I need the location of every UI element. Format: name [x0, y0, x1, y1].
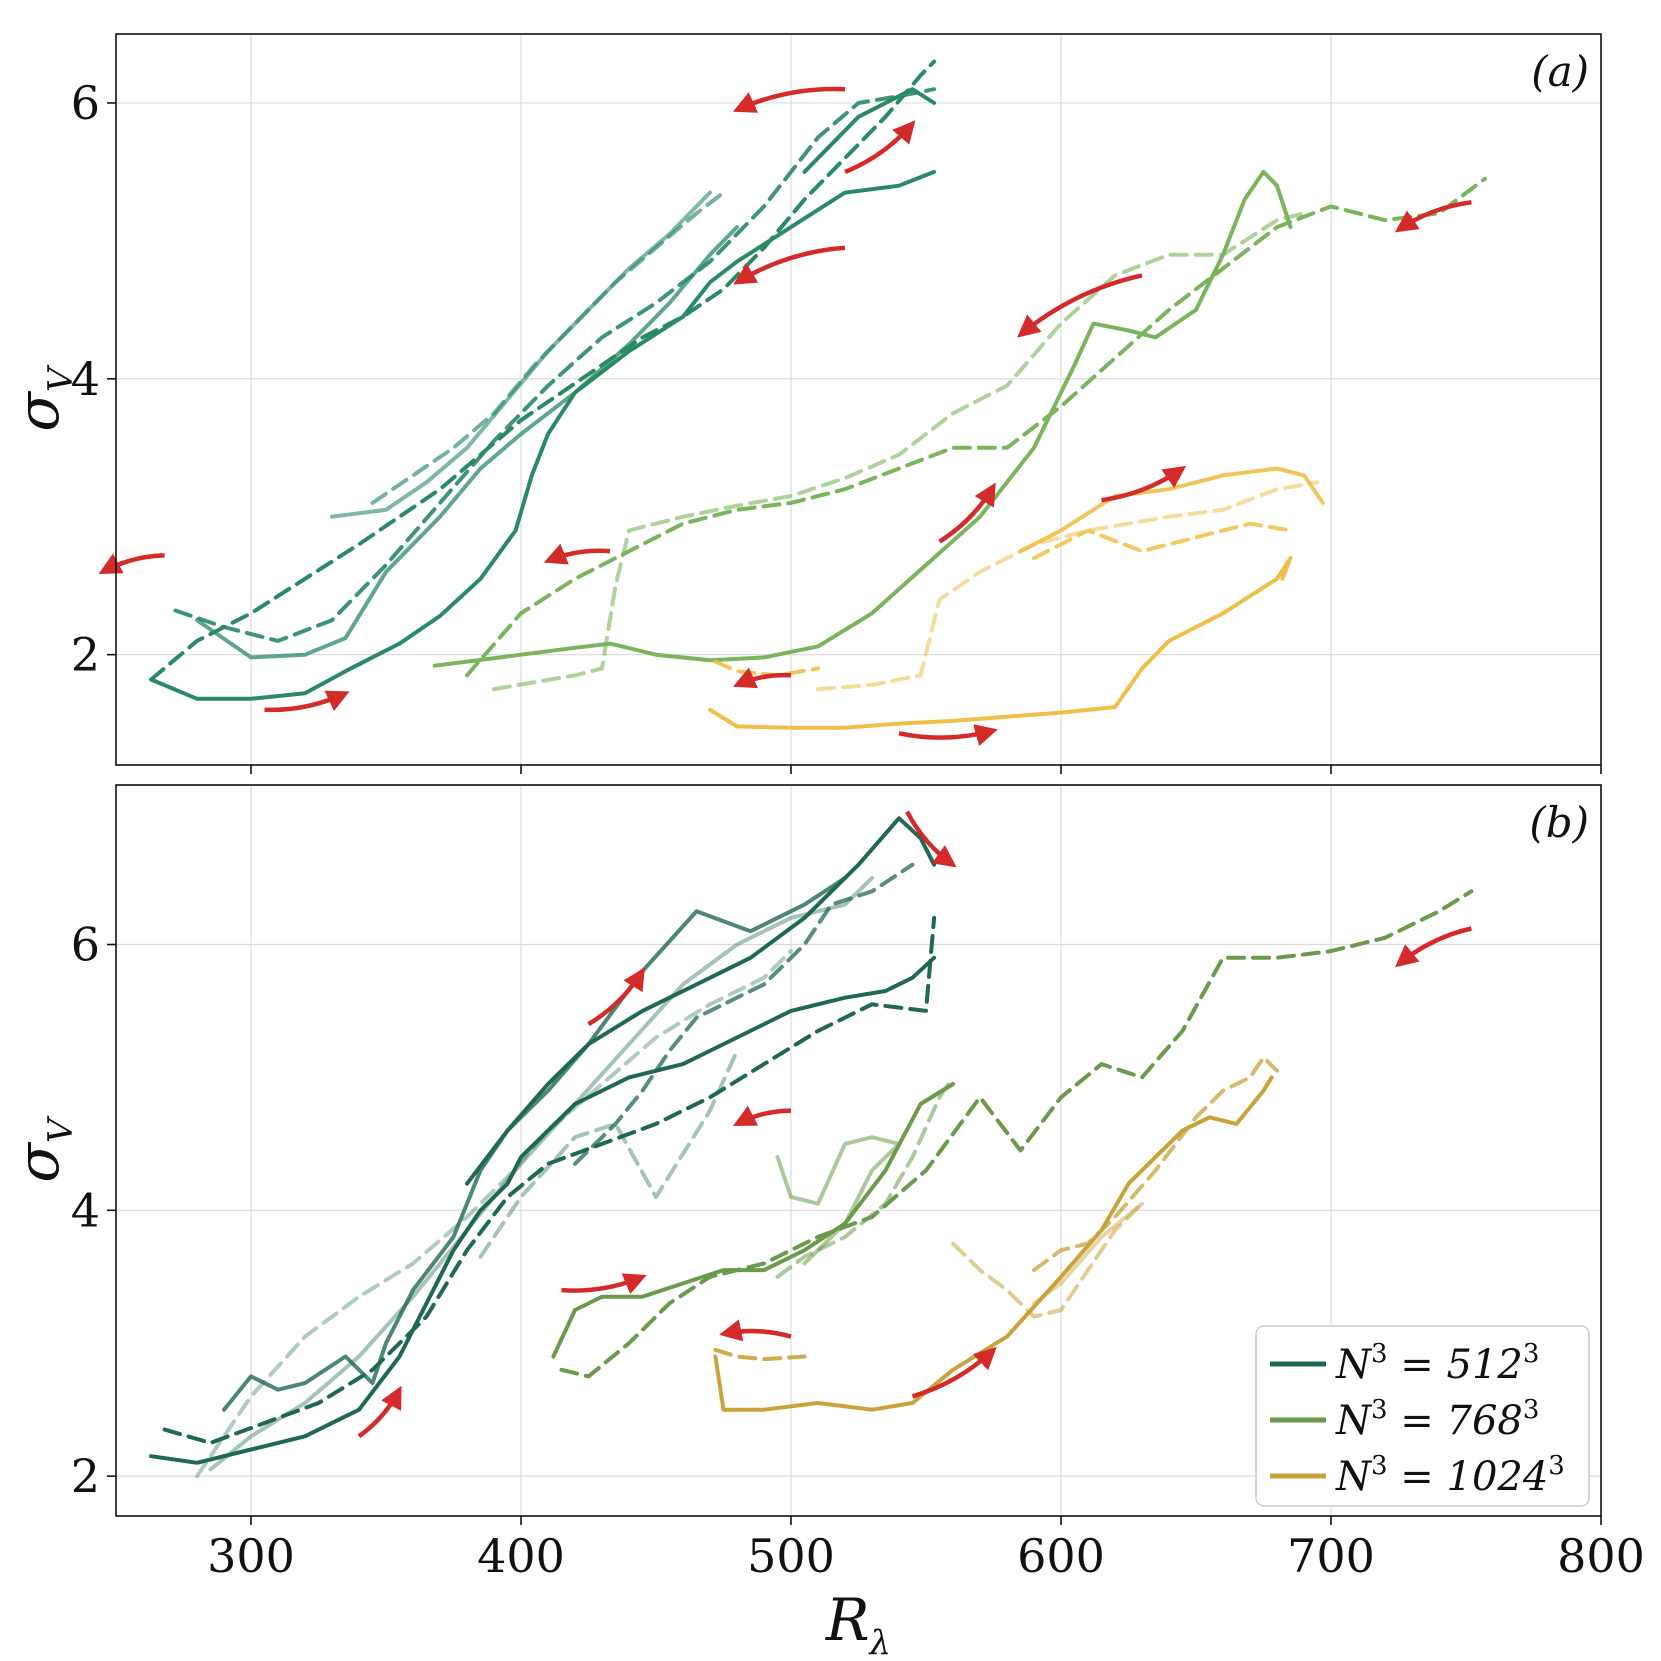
series-512-dashed-2 — [162, 915, 937, 1445]
series-1024-dashed-13 — [816, 480, 1320, 692]
series-1024-dashed-13 — [713, 1347, 807, 1362]
series-512-dashed-5 — [370, 190, 726, 505]
direction-arrow-7 — [911, 1346, 997, 1399]
x-tick-label-700: 700 — [1287, 1529, 1375, 1583]
panel-b-frame — [115, 784, 1602, 1517]
series-512-solid-6 — [802, 87, 937, 174]
series-1024-dashed-14 — [1032, 521, 1293, 561]
panel-a-y-ticks: 2 4 6 — [71, 76, 116, 682]
series-1024-dashed-15 — [951, 1201, 1144, 1319]
series-512-dashed-7 — [478, 1048, 739, 1259]
direction-arrow-0 — [905, 810, 957, 868]
series-1024-dashed-12 — [713, 659, 820, 678]
series-512-solid-5 — [208, 876, 874, 1472]
series-1024-dashed-14 — [1032, 1055, 1279, 1273]
direction-arrow-10 — [732, 667, 792, 689]
y-tick-label-2: 2 — [71, 1449, 100, 1503]
x-tick-label-500: 500 — [747, 1529, 835, 1583]
series-512-solid-3 — [222, 876, 847, 1412]
series-768-solid-10 — [775, 1135, 901, 1266]
y-tick-label-6: 6 — [71, 917, 100, 971]
panel-b-arrows — [357, 810, 1472, 1439]
direction-arrow-7 — [938, 482, 996, 544]
series-1024-solid-16 — [1032, 1201, 1144, 1306]
series-1024-solid-12 — [713, 1075, 1274, 1412]
series-512-dashed-2 — [173, 87, 937, 643]
x-axis-label-sub: λ — [868, 1623, 892, 1661]
x-tick-label-300: 300 — [207, 1529, 295, 1583]
panel-b-label: (b) — [1529, 798, 1589, 847]
panel-b-x-ticks: 300 400 500 600 700 800 — [207, 1516, 1645, 1583]
series-512-dashed-1 — [149, 59, 937, 682]
series-1024-solid-11 — [1018, 466, 1325, 554]
direction-arrow-11 — [898, 724, 998, 747]
legend-label-1024: N3 = 10243 — [1335, 1451, 1565, 1500]
panel-a-grid — [116, 34, 1602, 765]
y-tick-label-6: 6 — [71, 76, 100, 130]
series-1024-solid-10 — [708, 556, 1293, 730]
panel-a-arrows — [98, 86, 1472, 747]
direction-arrow-1 — [844, 120, 916, 174]
series-768-dashed-9 — [559, 889, 1474, 1379]
y-tick-label-4: 4 — [71, 1183, 100, 1237]
series-512-solid-0 — [149, 955, 937, 1465]
series-768-solid-7 — [432, 169, 1293, 668]
series-768-dashed-11 — [775, 1075, 955, 1279]
direction-arrow-1 — [587, 967, 645, 1027]
x-axis-label-main: R — [825, 1586, 870, 1654]
direction-arrow-6 — [1395, 926, 1472, 968]
panel-b-y-ticks: 2 4 6 — [71, 917, 116, 1503]
legend-entry-768: N3 = 7683 — [1270, 1395, 1539, 1444]
y-tick-label-2: 2 — [71, 628, 100, 682]
panel-a: 2 4 6 (a) σV — [4, 33, 1602, 774]
panel-b-y-axis-label: σV — [4, 1115, 81, 1183]
panel-b-y-axis-label-main: σ — [4, 1142, 72, 1183]
panel-a-y-axis-label-main: σ — [4, 391, 72, 432]
direction-arrow-2 — [733, 245, 846, 285]
direction-arrow-3 — [98, 553, 165, 575]
panel-b-y-axis-label-sub: V — [41, 1115, 81, 1143]
panel-a-y-axis-label-sub: V — [41, 364, 81, 392]
direction-arrow-4 — [561, 1273, 647, 1295]
direction-arrow-5 — [719, 1319, 792, 1342]
direction-arrow-3 — [357, 1385, 402, 1439]
x-tick-label-600: 600 — [1017, 1529, 1105, 1583]
legend-entry-1024: N3 = 10243 — [1270, 1451, 1565, 1500]
legend-box — [1255, 1325, 1590, 1507]
direction-arrow-9 — [1394, 200, 1472, 233]
series-512-dashed-4 — [573, 862, 915, 1166]
legend-entry-512: N3 = 5123 — [1270, 1339, 1539, 1388]
panel-a-frame — [115, 33, 1602, 766]
y-tick-label-4: 4 — [71, 352, 100, 406]
series-512-solid-1 — [465, 816, 937, 1186]
series-768-solid-8 — [551, 1082, 955, 1359]
panel-a-x-ticks — [250, 765, 1602, 774]
legend: N3 = 5123 N3 = 7683 N3 = 10243 — [1255, 1325, 1590, 1507]
legend-label-768: N3 = 7683 — [1335, 1395, 1539, 1444]
series-768-dashed-9 — [492, 211, 1306, 692]
direction-arrow-5 — [543, 543, 611, 565]
x-tick-label-400: 400 — [477, 1529, 565, 1583]
panel-a-series — [149, 59, 1487, 730]
panel-a-label: (a) — [1531, 47, 1589, 96]
direction-arrow-8 — [1101, 465, 1187, 503]
x-axis-label: Rλ — [825, 1586, 891, 1661]
series-512-solid-3 — [195, 225, 739, 660]
direction-arrow-4 — [264, 690, 350, 713]
panel-b: 2 4 6 300 400 500 600 700 800 (b) σV N3 = 5123 … — [4, 784, 1645, 1583]
legend-label-512: N3 = 5123 — [1335, 1339, 1539, 1388]
direction-arrow-0 — [732, 86, 846, 113]
x-tick-label-800: 800 — [1557, 1529, 1645, 1583]
series-768-dashed-8 — [465, 176, 1487, 678]
direction-arrow-6 — [1017, 273, 1143, 338]
series-512-dashed-6 — [195, 949, 793, 1479]
panel-b-series — [149, 816, 1474, 1479]
panel-a-y-axis-label: σV — [4, 364, 81, 432]
direction-arrow-2 — [733, 1105, 792, 1126]
